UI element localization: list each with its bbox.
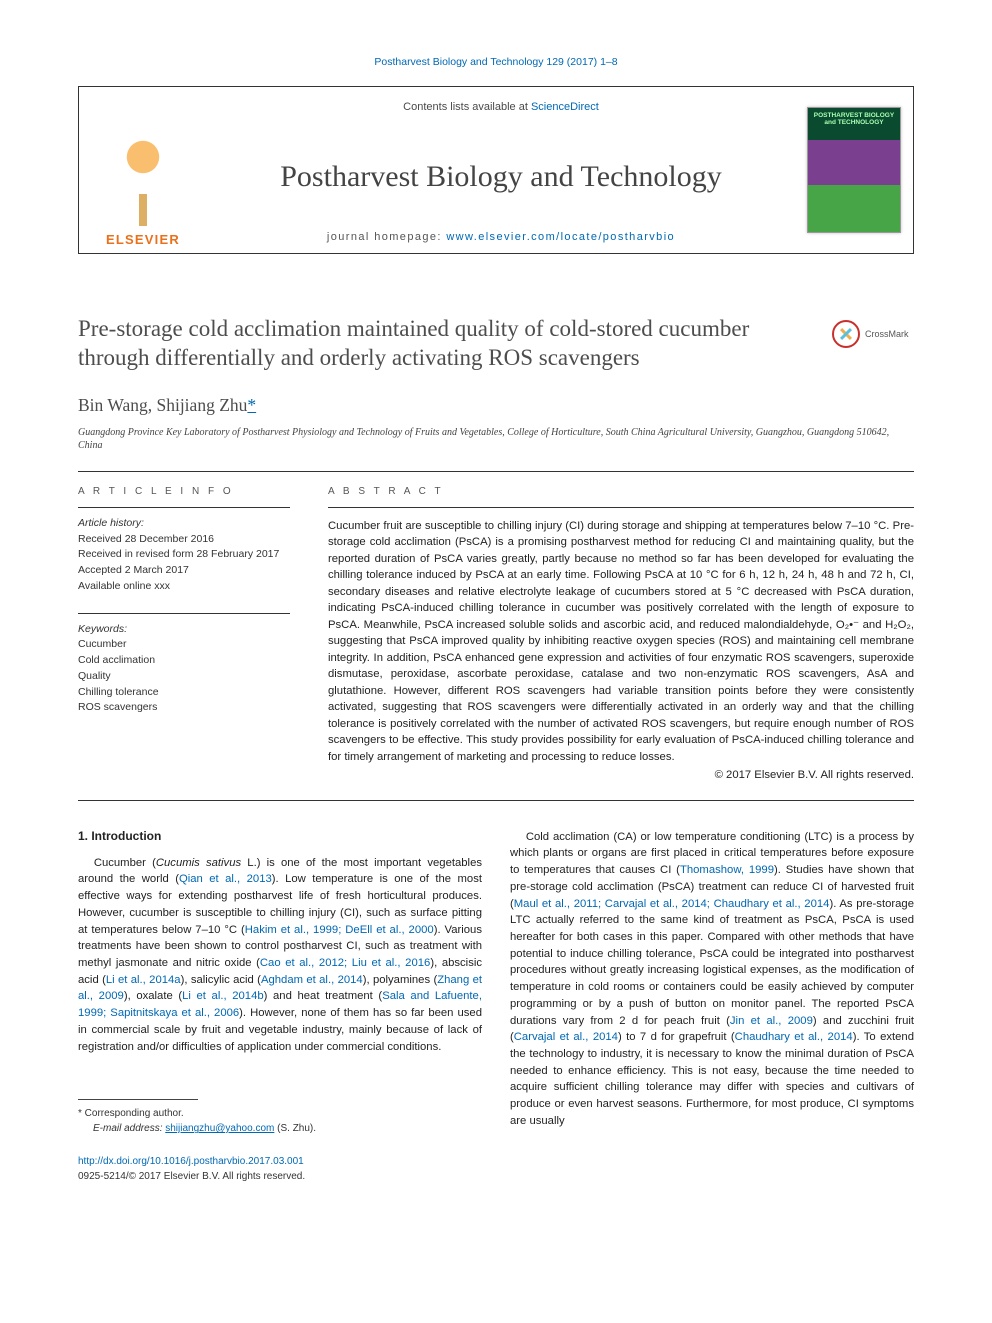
separator-bottom <box>78 800 914 801</box>
corr-email-link[interactable]: shijiangzhu@yahoo.com <box>165 1123 274 1134</box>
intro-right-paragraph: Cold acclimation (CA) or low temperature… <box>510 829 914 1130</box>
masthead-center: Contents lists available at ScienceDirec… <box>207 87 795 253</box>
history-received: Received 28 December 2016 <box>78 532 290 548</box>
elsevier-wordmark: ELSEVIER <box>106 232 180 247</box>
sciencedirect-link[interactable]: ScienceDirect <box>531 101 599 113</box>
keywords-title: Keywords: <box>78 622 290 638</box>
elsevier-logo: ELSEVIER <box>106 136 180 247</box>
history-online: Available online xxx <box>78 579 290 595</box>
affiliation: Guangdong Province Key Laboratory of Pos… <box>78 426 914 453</box>
body-columns: 1. Introduction Cucumber (Cucumis sativu… <box>78 829 914 1185</box>
history-accepted: Accepted 2 March 2017 <box>78 563 290 579</box>
issn-copyright: 0925-5214/© 2017 Elsevier B.V. All right… <box>78 1171 305 1182</box>
abstract-rule <box>328 507 914 508</box>
keyword-item: Cold acclimation <box>78 653 290 669</box>
keyword-item: Quality <box>78 669 290 685</box>
publisher-logo-slot: ELSEVIER <box>79 87 207 253</box>
keyword-item: Cucumber <box>78 637 290 653</box>
footnote-rule <box>78 1099 198 1100</box>
abstract-column: A B S T R A C T Cucumber fruit are susce… <box>328 486 914 784</box>
crossmark-icon <box>832 320 860 348</box>
corresponding-footnote: * Corresponding author. E-mail address: … <box>78 1106 482 1136</box>
keyword-item: Chilling tolerance <box>78 685 290 701</box>
intro-para-right: Cold acclimation (CA) or low temperature… <box>510 829 914 1130</box>
email-label: E-mail address: <box>93 1123 162 1134</box>
article-title: Pre-storage cold acclimation maintained … <box>78 314 814 373</box>
crossmark-badge[interactable]: CrossMark <box>832 320 914 348</box>
history-title: Article history: <box>78 516 290 532</box>
intro-para-left: Cucumber (Cucumis sativus L.) is one of … <box>78 855 482 1056</box>
intro-left-paragraph: Cucumber (Cucumis sativus L.) is one of … <box>78 855 482 1056</box>
corresponding-author-marker[interactable]: * <box>247 395 256 415</box>
journal-homepage-line: journal homepage: www.elsevier.com/locat… <box>215 231 787 243</box>
journal-masthead: ELSEVIER Contents lists available at Sci… <box>78 86 914 254</box>
doi-link[interactable]: http://dx.doi.org/10.1016/j.postharvbio.… <box>78 1156 304 1167</box>
right-column: Cold acclimation (CA) or low temperature… <box>510 829 914 1185</box>
journal-homepage-link[interactable]: www.elsevier.com/locate/postharvbio <box>446 231 675 243</box>
abstract-content: Cucumber fruit are susceptible to chilli… <box>328 520 914 763</box>
authors-line: Bin Wang, Shijiang Zhu* <box>78 395 914 416</box>
abstract-text: Cucumber fruit are susceptible to chilli… <box>328 518 914 784</box>
journal-cover-thumbnail: POSTHARVEST BIOLOGY and TECHNOLOGY <box>807 107 901 233</box>
keywords-rule <box>78 613 290 614</box>
journal-name: Postharvest Biology and Technology <box>215 160 787 194</box>
homepage-prefix: journal homepage: <box>327 231 446 243</box>
article-info-rule <box>78 507 290 508</box>
section-heading-1: 1. Introduction <box>78 829 482 843</box>
running-header: Postharvest Biology and Technology 129 (… <box>78 56 914 68</box>
corr-email-suffix: (S. Zhu). <box>277 1123 316 1134</box>
article-info-label: A R T I C L E I N F O <box>78 486 290 497</box>
crossmark-label: CrossMark <box>865 329 909 339</box>
authors-names: Bin Wang, Shijiang Zhu <box>78 395 247 415</box>
journal-cover-title: POSTHARVEST BIOLOGY and TECHNOLOGY <box>812 112 896 126</box>
left-column: 1. Introduction Cucumber (Cucumis sativu… <box>78 829 482 1185</box>
elsevier-tree-icon <box>107 136 179 228</box>
abstract-copyright: © 2017 Elsevier B.V. All rights reserved… <box>328 767 914 783</box>
corr-author-label: * Corresponding author. <box>78 1108 184 1119</box>
history-revised: Received in revised form 28 February 201… <box>78 547 290 563</box>
keywords-block: Keywords: Cucumber Cold acclimation Qual… <box>78 613 290 717</box>
abstract-label: A B S T R A C T <box>328 486 914 497</box>
contents-prefix: Contents lists available at <box>403 101 531 113</box>
keyword-item: ROS scavengers <box>78 700 290 716</box>
article-history: Article history: Received 28 December 20… <box>78 516 290 595</box>
separator-top <box>78 471 914 472</box>
article-info-column: A R T I C L E I N F O Article history: R… <box>78 486 290 784</box>
contents-available-line: Contents lists available at ScienceDirec… <box>215 101 787 113</box>
journal-cover-slot: POSTHARVEST BIOLOGY and TECHNOLOGY <box>795 87 913 253</box>
doi-block: http://dx.doi.org/10.1016/j.postharvbio.… <box>78 1154 482 1184</box>
